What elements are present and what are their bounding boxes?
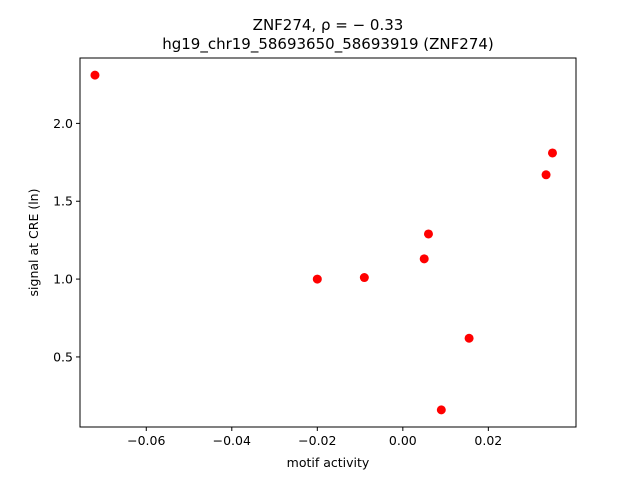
x-tick-label: −0.02 — [298, 433, 336, 448]
data-point-6 — [436, 405, 446, 415]
data-point-7 — [464, 333, 474, 343]
chart-title-line2: hg19_chr19_58693650_58693919 (ZNF274) — [162, 35, 494, 54]
x-tick-label: −0.04 — [213, 433, 251, 448]
y-axis-label: signal at CRE (ln) — [26, 189, 41, 297]
x-tick-label: −0.06 — [127, 433, 165, 448]
y-tick-label: 2.0 — [53, 116, 73, 131]
x-axis-label: motif activity — [287, 455, 370, 470]
data-point-1 — [90, 70, 100, 80]
plot-area-frame — [79, 57, 577, 428]
data-point-5 — [423, 229, 433, 239]
data-point-3 — [359, 273, 369, 283]
y-tick-label: 1.0 — [53, 272, 73, 287]
x-tick-label: 0.00 — [389, 433, 417, 448]
x-axis-ticks: −0.06 −0.04 −0.02 0.00 0.02 — [127, 427, 502, 448]
y-axis-ticks: 0.5 1.0 1.5 2.0 — [53, 116, 80, 364]
chart-title-line1: ZNF274, ρ = − 0.33 — [253, 16, 404, 34]
data-point-2 — [312, 274, 322, 284]
data-point-9 — [547, 148, 557, 158]
x-tick-label: 0.02 — [474, 433, 502, 448]
y-tick-label: 1.5 — [53, 194, 73, 209]
data-points — [90, 70, 557, 415]
y-tick-label: 0.5 — [53, 349, 73, 364]
data-point-4 — [419, 254, 429, 264]
data-point-8 — [541, 170, 551, 180]
